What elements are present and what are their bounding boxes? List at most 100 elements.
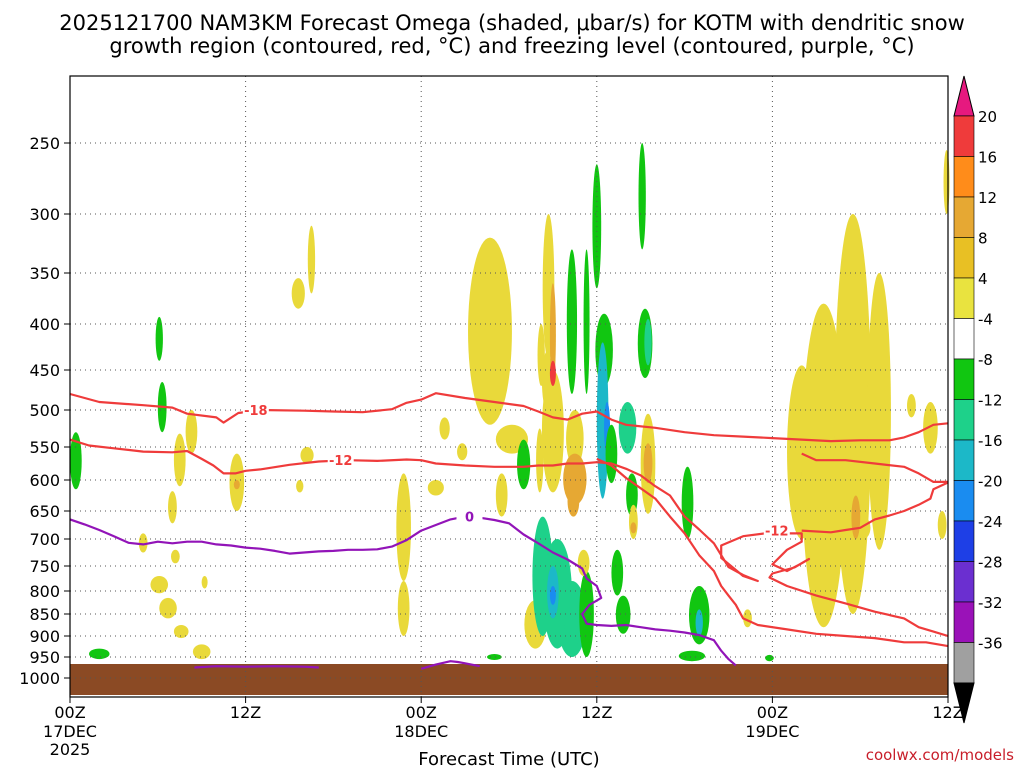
colorbar-swatch [953,277,975,319]
ground-surface [70,664,948,695]
freezing-contour-line [420,660,480,670]
omega-cell [173,625,189,639]
omega-cell [517,439,531,490]
x-tick-date: 17DEC [43,722,97,741]
colorbar-label: -32 [978,594,1003,612]
omega-cell [867,273,891,550]
y-tick-label: 900 [29,627,60,646]
colorbar-swatch [953,561,975,603]
omega-cell [439,417,450,440]
colorbar-label: 8 [978,230,988,248]
chart-title-line1: 2025121700 NAM3KM Forecast Omega (shaded… [59,11,965,35]
y-tick-label: 950 [29,648,60,667]
colorbar-swatch [953,156,975,198]
y-axis-ticks: 250 300 350 400 450 500 550 600 650 700 750 800 850 9… [19,134,70,688]
omega-cell [549,360,556,386]
omega-cell [644,318,652,366]
x-tick-date: 18DEC [394,722,448,741]
colorbar-label: -20 [978,473,1003,491]
omega-cell [765,654,774,662]
colorbar-swatch [953,642,975,684]
x-tick-label: 00Z [757,703,788,722]
contour-label-bg [327,452,354,468]
omega-cell [296,480,304,493]
colorbar-label: -24 [978,513,1003,531]
omega-cell [192,644,211,660]
colorbar-label: 16 [978,149,997,167]
omega-cell [396,473,411,581]
dgz-contour-line [596,457,949,648]
x-tick-year: 2025 [50,740,91,759]
omega-cell [630,522,637,534]
omega-shading [70,143,950,662]
omega-cell [618,402,637,454]
omega-cell [487,654,502,660]
colorbar-swatch [953,237,975,279]
colorbar-swatch [953,601,975,643]
omega-cell [307,225,316,294]
colorbar-label: -36 [978,635,1003,653]
omega-cell [427,480,444,496]
colorbar-label: 20 [978,108,997,126]
contour-label: -18 [244,404,268,419]
y-tick-label: 300 [29,205,60,224]
omega-cell [605,424,618,484]
colorbar-top-triangle [953,75,975,117]
omega-cell [168,491,177,524]
colorbar-label: -28 [978,554,1003,572]
omega-cell [615,595,631,634]
contour-label-bg [763,522,790,538]
y-tick-label: 350 [29,264,60,283]
omega-cell [583,249,590,394]
freezing-contours: 0 [69,508,737,670]
y-tick-label: 1000 [19,669,60,688]
y-tick-label: 650 [29,502,60,521]
contour-label: -12 [329,454,353,469]
omega-cell [300,447,314,464]
y-tick-label: 700 [29,530,60,549]
omega-cell [70,432,82,490]
x-axis-label: Forecast Time (UTC) [418,749,599,768]
dgz-contour-line [801,481,949,534]
omega-cell [943,150,950,214]
omega-cell [150,576,169,594]
colorbar-bottom-triangle [953,682,975,724]
y-tick-label: 600 [29,471,60,490]
x-tick-date: 19DEC [745,722,799,741]
omega-cell [549,283,556,386]
omega-cell [159,597,177,619]
y-tick-label: 800 [29,582,60,601]
contour-label: -12 [765,525,789,540]
colorbar-swatch [953,520,975,562]
colorbar-swatch [953,358,975,400]
omega-cell [695,609,703,636]
contour-label-bg [242,402,269,417]
omega-cell [566,410,584,467]
omega-cell [681,466,694,539]
x-tick-label: 12Z [581,703,612,722]
omega-cell [937,511,947,539]
omega-cell [138,533,148,553]
omega-cell [495,473,508,517]
colorbar-label: 12 [978,189,997,207]
omega-cell [89,648,110,660]
y-tick-label: 750 [29,557,60,576]
omega-cell [923,402,938,454]
dgz-contour-line [801,452,948,483]
colorbar-label: -16 [978,432,1003,450]
omega-cell [173,433,186,487]
contour-label-bg [456,508,483,524]
colorbar-swatch [953,439,975,481]
credit-text: coolwx.com/models [866,746,1014,764]
y-tick-label: 250 [29,134,60,153]
chart-title-line2: growth region (contoured, red, °C) and f… [109,34,914,58]
colorbar-swatch [953,318,975,360]
omega-cell [834,214,872,614]
omega-cell [577,549,590,577]
omega-cell [678,650,706,662]
omega-cell [397,581,410,636]
y-tick-label: 500 [29,401,60,420]
x-tick-label: 12Z [230,703,261,722]
colorbar: 20 16 12 8 4 -4 -8 -12 -16 -20 -24 -28 -32 -36 [953,75,1003,724]
